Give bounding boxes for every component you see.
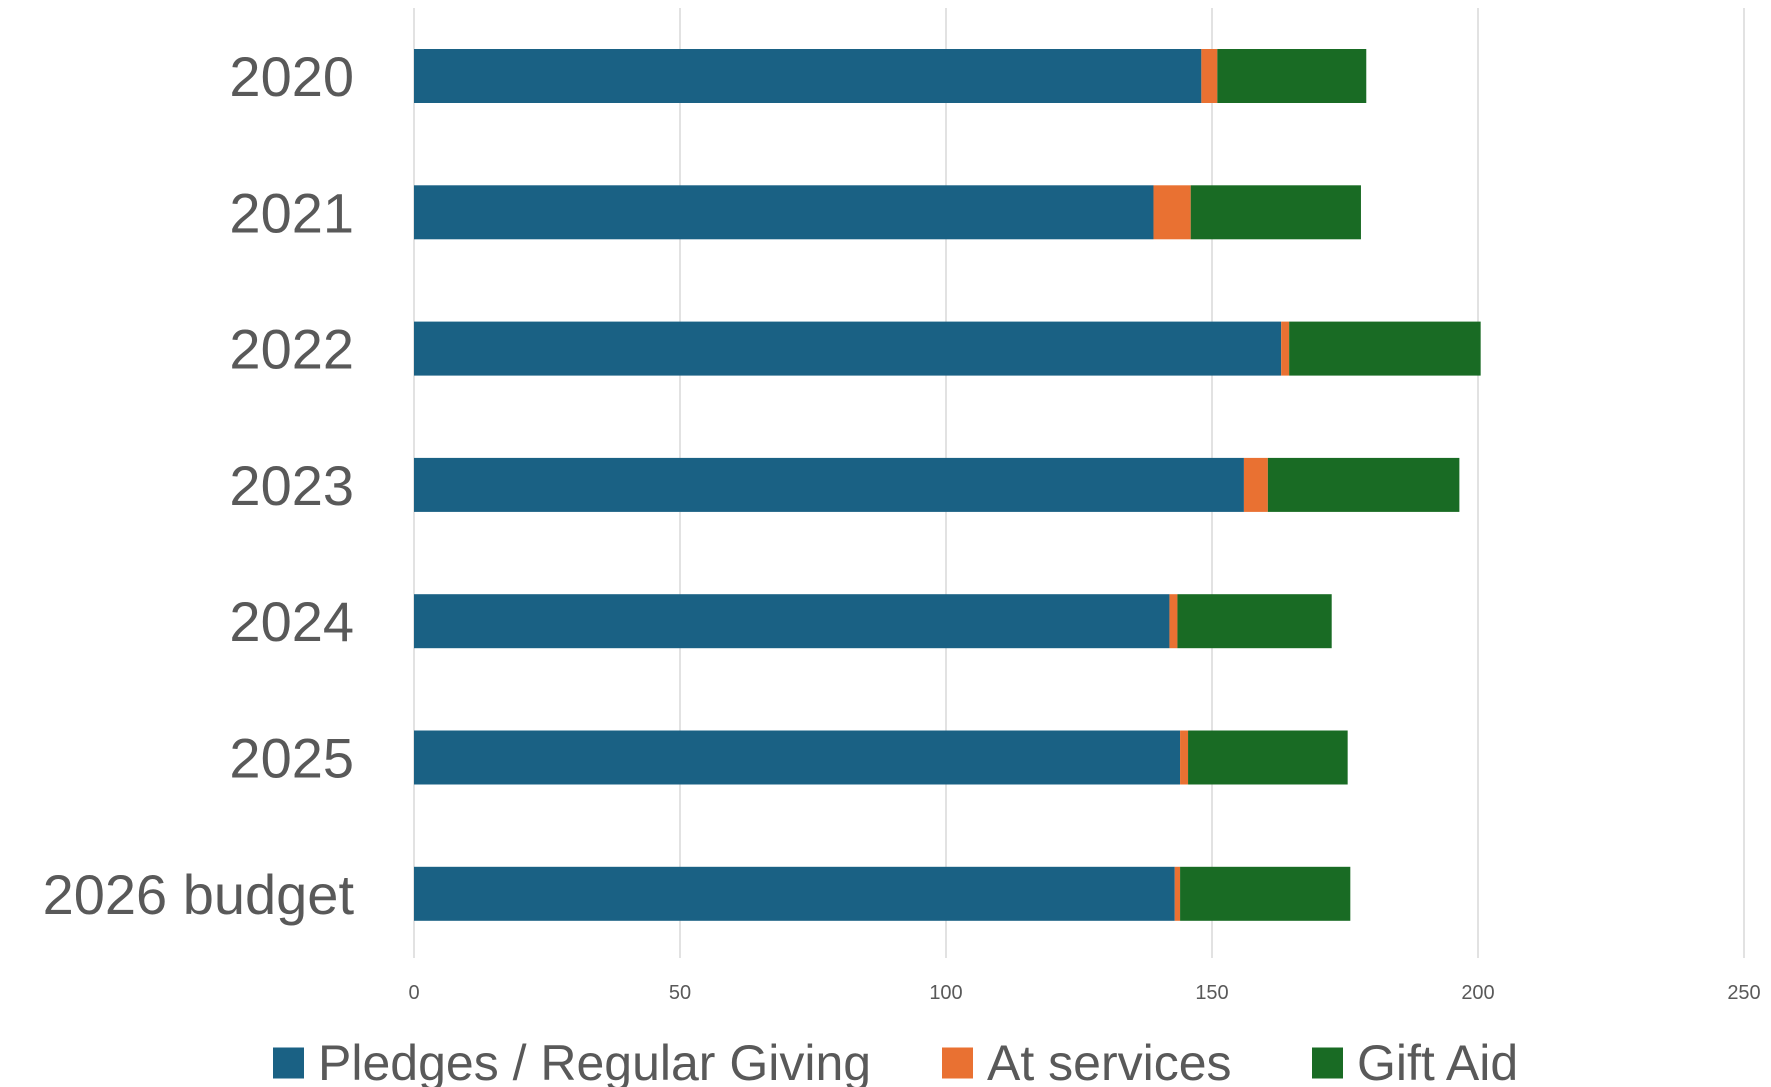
bar-2020-series-1 (1201, 49, 1218, 103)
legend: Pledges / Regular Giving At services Gift … (273, 1035, 1518, 1087)
x-axis-tick-labels: 0 50 100 150 200 250 (408, 982, 1760, 1004)
legend-label-2: Gift Aid (1357, 1035, 1518, 1087)
legend-label-1: At services (987, 1035, 1232, 1087)
category-label: 2020 (229, 45, 354, 108)
bar-2025-series-2 (1188, 730, 1348, 785)
bar-2026-budget-series-2 (1180, 866, 1351, 921)
x-tick-label: 50 (669, 982, 691, 1004)
bar-2022-series-0 (414, 321, 1282, 376)
category-label: 2025 (229, 727, 354, 790)
x-tick-label: 150 (1195, 982, 1228, 1004)
bar-2022-series-2 (1289, 321, 1481, 376)
bars (414, 49, 1481, 921)
bar-2021-series-1 (1153, 185, 1191, 240)
bar-2026-budget-series-0 (414, 866, 1175, 921)
x-tick-label: 200 (1461, 982, 1494, 1004)
legend-swatch-2 (1312, 1047, 1343, 1079)
legend-label-0: Pledges / Regular Giving (318, 1035, 871, 1087)
legend-swatch-0 (273, 1047, 304, 1079)
x-tick-label: 0 (408, 982, 419, 1004)
bar-2023-series-1 (1243, 457, 1268, 512)
bar-2025-series-1 (1180, 730, 1189, 785)
bar-2024-series-2 (1177, 594, 1332, 649)
bar-2024-series-0 (414, 594, 1170, 649)
category-label: 2021 (229, 181, 354, 244)
x-tick-label: 100 (929, 982, 962, 1004)
bar-2021-series-2 (1190, 185, 1361, 240)
bar-2023-series-0 (414, 457, 1244, 512)
bar-2026-budget-series-1 (1174, 866, 1181, 921)
category-label: 2024 (229, 590, 354, 653)
x-tick-label: 250 (1727, 982, 1760, 1004)
bar-2021-series-0 (414, 185, 1154, 240)
bar-2025-series-0 (414, 730, 1181, 785)
category-label: 2022 (229, 318, 354, 381)
bar-2023-series-2 (1267, 457, 1460, 512)
bar-2020-series-0 (414, 49, 1202, 103)
category-label: 2026 budget (43, 863, 355, 926)
bar-2024-series-1 (1169, 594, 1178, 649)
legend-swatch-1 (942, 1047, 973, 1079)
bar-2020-series-2 (1217, 49, 1367, 103)
bar-2022-series-1 (1281, 321, 1290, 376)
category-label: 2023 (229, 454, 354, 517)
category-labels: 2020 2021 2022 2023 2024 2025 2026 budget (43, 45, 355, 926)
